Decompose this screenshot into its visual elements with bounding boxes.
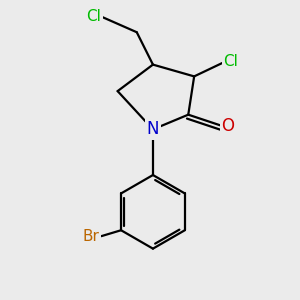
Text: N: N [147,120,159,138]
Text: O: O [221,117,235,135]
Text: Br: Br [82,229,100,244]
Text: Cl: Cl [87,8,101,23]
Text: Cl: Cl [224,54,238,69]
